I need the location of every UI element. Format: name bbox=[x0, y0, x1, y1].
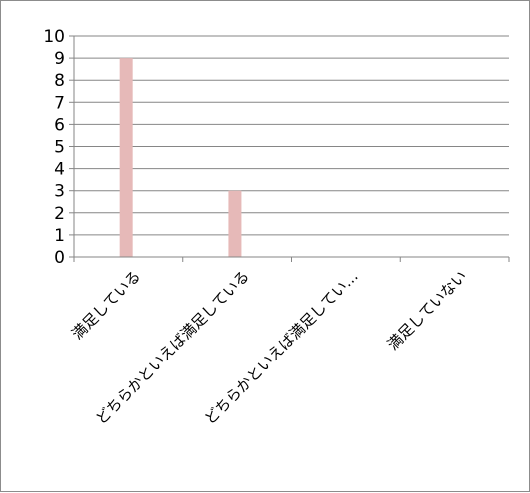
gridlines bbox=[74, 35, 509, 236]
y-tick-label: 3 bbox=[54, 182, 65, 202]
x-category-label: 満足している bbox=[68, 267, 144, 343]
y-tick-label: 7 bbox=[54, 93, 65, 113]
axes bbox=[69, 35, 510, 262]
bar bbox=[119, 58, 133, 257]
x-category-label: 満足していない bbox=[384, 267, 471, 354]
y-tick-label: 0 bbox=[54, 248, 65, 268]
bar bbox=[228, 190, 242, 257]
y-tick-label: 2 bbox=[54, 204, 65, 224]
y-tick-label: 4 bbox=[54, 160, 65, 180]
y-tick-label: 1 bbox=[54, 226, 65, 246]
y-tick-label: 9 bbox=[54, 49, 65, 69]
y-tick-label: 10 bbox=[43, 27, 65, 47]
y-tick-label: 8 bbox=[54, 71, 65, 91]
bars bbox=[119, 58, 242, 257]
y-tick-label: 5 bbox=[54, 138, 65, 158]
y-tick-label: 6 bbox=[54, 115, 65, 135]
